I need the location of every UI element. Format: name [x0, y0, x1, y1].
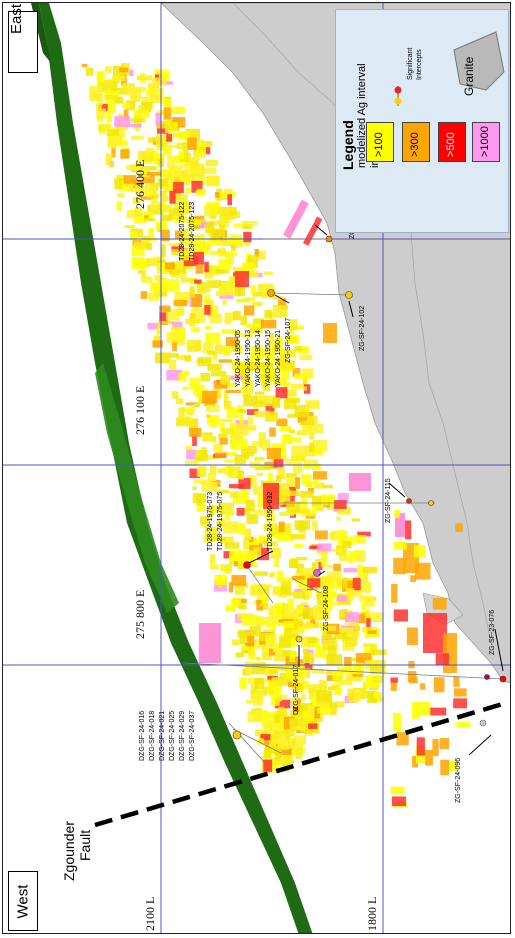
west-label-text: West: [14, 884, 32, 918]
intercept-symbol-yellow: [394, 97, 402, 105]
drillhole-label: YAKO-24-1950-13: [245, 329, 252, 387]
drillhole-label: DZG-SF-24-025: [169, 710, 176, 761]
intercept-markers: [232, 235, 507, 740]
green-band-wide: [95, 363, 179, 613]
drillhole-label: TD28-24-2075-122: [179, 201, 186, 261]
easting-label-275800: 275 800 E: [133, 589, 147, 639]
easting-label-276100: 276 100 E: [133, 385, 147, 435]
drillhole-label: TD28-24-1975-075: [217, 491, 224, 551]
drillhole-label: TD28-24-1950-032: [267, 491, 274, 551]
drillhole-label: ZG-SF-24-107: [285, 317, 292, 363]
zgounder-fault-line: [94, 700, 507, 828]
drillhole-label: YAKO-24-1950-21: [275, 329, 282, 387]
drillhole-label: DZG-SF-24-017: [293, 664, 300, 715]
intercept-symbol-red: [394, 86, 402, 94]
legend-swatch-2: >300: [402, 122, 430, 162]
easting-label-276400: 276 400 E: [133, 159, 147, 209]
legend-panel: Legend modelized Ag interval in g/t >100…: [335, 9, 509, 233]
legend-swatch-4: >1000: [472, 122, 500, 162]
drillhole-label: DZG-SF-24-018: [149, 710, 156, 761]
drillhole-label: DZG-SF-24-037: [189, 710, 196, 761]
drillhole-label: ZG-SF-24-115: [385, 478, 392, 523]
green-band: [39, 3, 313, 933]
drillhole-label: YAKO-24-1950-14: [255, 329, 262, 387]
legend-symbols: [394, 31, 505, 106]
drillhole-label: ZG-SF-23-076: [489, 609, 496, 655]
legend-granite-label: Granite: [462, 56, 476, 96]
east-label: East: [8, 3, 38, 73]
drillhole-label: TD28-24-1975-073: [207, 491, 214, 551]
drillhole-label: DZG-SF-24-021: [159, 710, 166, 761]
drillhole-label: YAKO-24-1950-15: [265, 329, 272, 387]
drillhole-label: DZG-SF-24-029: [179, 710, 186, 761]
drillhole-label: DZG-SF-24-016: [139, 710, 146, 761]
west-label: West: [8, 871, 38, 931]
granite-symbol: [453, 31, 505, 91]
legend-swatch-3: >500: [438, 122, 466, 162]
callout-arrows: [248, 224, 504, 756]
fault-label: Zgounder Fault: [61, 821, 93, 881]
drillhole-label: ZG-SF-24-102: [359, 305, 366, 351]
drillhole-label: TD28-24-2075-123: [189, 201, 196, 261]
drillhole-traces: [182, 238, 504, 764]
drillhole-label: ZG-SF-24-096: [455, 757, 462, 803]
level-label-1800: 1800 L: [365, 896, 379, 931]
level-label-2100: 2100 L: [143, 896, 157, 931]
drillhole-label: ZG-SF-24-108: [323, 585, 330, 631]
legend-swatch-1: >100: [366, 122, 394, 162]
granite-edge: [232, 3, 492, 644]
east-label-text: East: [8, 3, 25, 34]
drillhole-label: YAKO-24-1950-05: [235, 329, 242, 387]
